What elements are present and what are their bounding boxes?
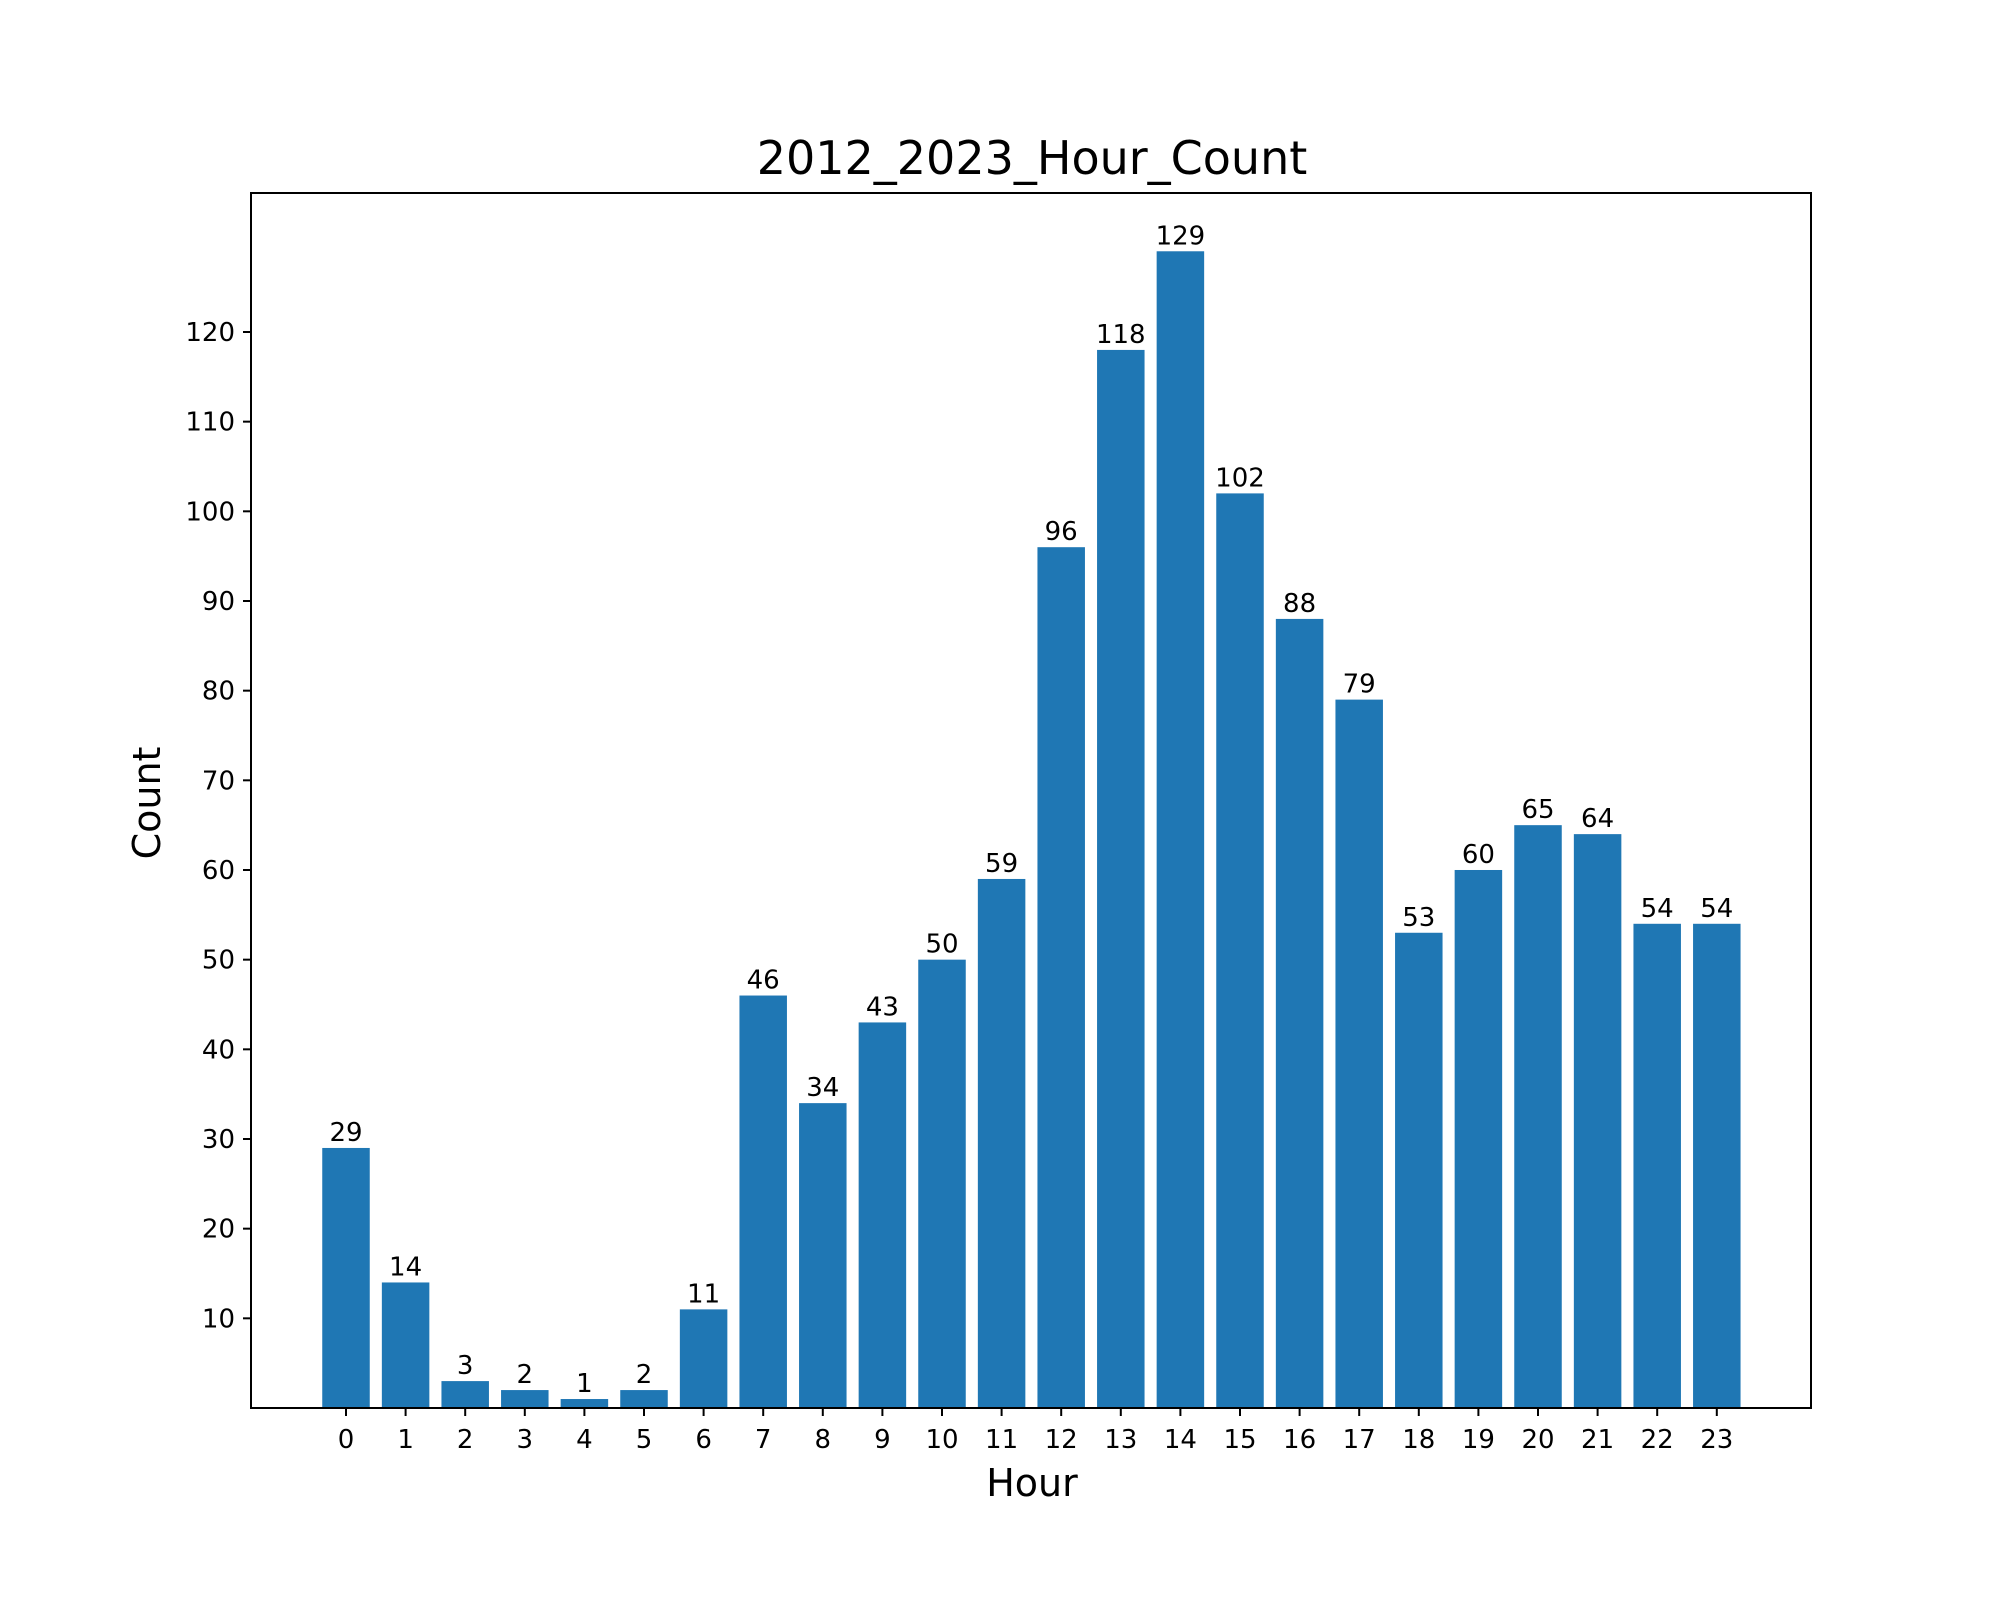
y-tick-label-60: 60 [202,856,235,886]
x-tick-label-19: 19 [1462,1425,1495,1455]
x-tick-label-3: 3 [517,1425,534,1455]
data-label-hour-0: 29 [329,1118,362,1148]
plot-frame [250,192,1812,1409]
bar-hour-19 [1454,869,1503,1408]
data-label-hour-16: 88 [1283,589,1316,619]
data-label-hour-7: 46 [747,966,780,996]
bar-hour-20 [1514,825,1562,1408]
x-tick-label-20: 20 [1521,1425,1554,1455]
data-label-hour-17: 79 [1343,670,1376,700]
x-tick-label-13: 13 [1104,1425,1137,1455]
x-tick-label-6: 6 [695,1425,712,1455]
bar-hour-17 [1335,699,1383,1408]
bar-hour-12 [1037,547,1085,1408]
bar-hour-22 [1633,923,1681,1408]
bar-hour-6 [679,1309,728,1408]
x-tick-label-7: 7 [755,1425,772,1455]
x-tick-label-2: 2 [457,1425,474,1455]
x-tick-label-4: 4 [576,1425,593,1455]
bar-hour-16 [1275,618,1324,1408]
data-label-hour-6: 11 [687,1279,720,1309]
bar-hour-9 [858,1022,907,1408]
y-tick-label-100: 100 [185,497,235,527]
x-tick-label-10: 10 [925,1425,958,1455]
data-label-hour-4: 1 [576,1369,593,1399]
bar-hour-4 [560,1399,609,1408]
bar-hour-18 [1395,932,1443,1408]
data-label-hour-15: 102 [1215,463,1265,493]
x-tick-label-9: 9 [874,1425,891,1455]
y-tick-label-10: 10 [202,1304,235,1334]
x-axis: 0 1 2 3 4 5 6 7 8 9 10 11 12 13 14 15 16 17 18 19 20 21 22 23 [338,1408,1733,1455]
x-tick-label-21: 21 [1581,1425,1614,1455]
data-label-hour-9: 43 [866,992,899,1022]
bar-hour-15 [1216,493,1264,1408]
data-label-hour-22: 54 [1641,894,1674,924]
x-tick-label-22: 22 [1641,1425,1674,1455]
y-tick-label-40: 40 [202,1035,235,1065]
bars-layer [322,251,1741,1408]
data-label-hour-13: 118 [1096,320,1146,350]
bar-hour-21 [1573,834,1622,1408]
data-label-hour-1: 14 [389,1252,422,1282]
data-label-hour-10: 50 [925,930,958,960]
x-tick-label-5: 5 [636,1425,653,1455]
x-tick-label-11: 11 [985,1425,1018,1455]
bar-hour-5 [620,1390,668,1408]
bar-hour-2 [441,1381,489,1408]
y-tick-label-30: 30 [202,1125,235,1155]
x-tick-label-15: 15 [1223,1425,1256,1455]
x-tick-label-8: 8 [815,1425,832,1455]
bar-hour-14 [1156,251,1205,1408]
y-tick-label-120: 120 [185,318,235,348]
data-label-hour-19: 60 [1462,840,1495,870]
y-axis-label: Count [125,747,169,860]
bar-hour-8 [799,1103,847,1408]
y-axis: 10 20 30 40 50 60 70 80 90 100 110 120 [185,318,251,1334]
bar-hour-1 [381,1282,430,1408]
bar-hour-0 [322,1147,370,1408]
data-label-hour-8: 34 [806,1073,839,1103]
x-tick-label-14: 14 [1164,1425,1197,1455]
x-tick-label-17: 17 [1343,1425,1376,1455]
data-label-hour-12: 96 [1045,517,1078,547]
x-tick-label-23: 23 [1700,1425,1733,1455]
data-labels-layer: 29 14 3 2 1 2 11 46 34 43 50 59 96 118 129 102 88 79 53 60 6… [329,221,1733,1399]
bar-hour-13 [1097,349,1145,1408]
x-tick-label-12: 12 [1045,1425,1078,1455]
data-label-hour-14: 129 [1156,221,1206,251]
bar-hour-11 [977,878,1026,1408]
y-tick-label-80: 80 [202,677,235,707]
bar-hour-7 [739,995,787,1408]
x-axis-label: Hour [986,1461,1078,1505]
y-tick-label-90: 90 [202,587,235,617]
data-label-hour-18: 53 [1402,903,1435,933]
x-tick-label-16: 16 [1283,1425,1316,1455]
x-tick-label-1: 1 [397,1425,414,1455]
data-label-hour-3: 2 [517,1360,534,1390]
y-tick-label-20: 20 [202,1215,235,1245]
bar-hour-3 [501,1390,549,1408]
y-tick-label-50: 50 [202,946,235,976]
data-label-hour-20: 65 [1521,795,1554,825]
x-tick-label-0: 0 [338,1425,355,1455]
data-label-hour-21: 64 [1581,804,1614,834]
data-label-hour-5: 2 [636,1360,653,1390]
data-label-hour-11: 59 [985,849,1018,879]
y-tick-label-110: 110 [185,408,235,438]
data-label-hour-2: 3 [457,1351,474,1381]
y-tick-label-70: 70 [202,766,235,796]
bar-hour-10 [918,959,966,1408]
bar-hour-23 [1693,923,1741,1408]
data-label-hour-23: 54 [1700,894,1733,924]
chart-title: 2012_2023_Hour_Count [757,131,1308,185]
x-tick-label-18: 18 [1402,1425,1435,1455]
